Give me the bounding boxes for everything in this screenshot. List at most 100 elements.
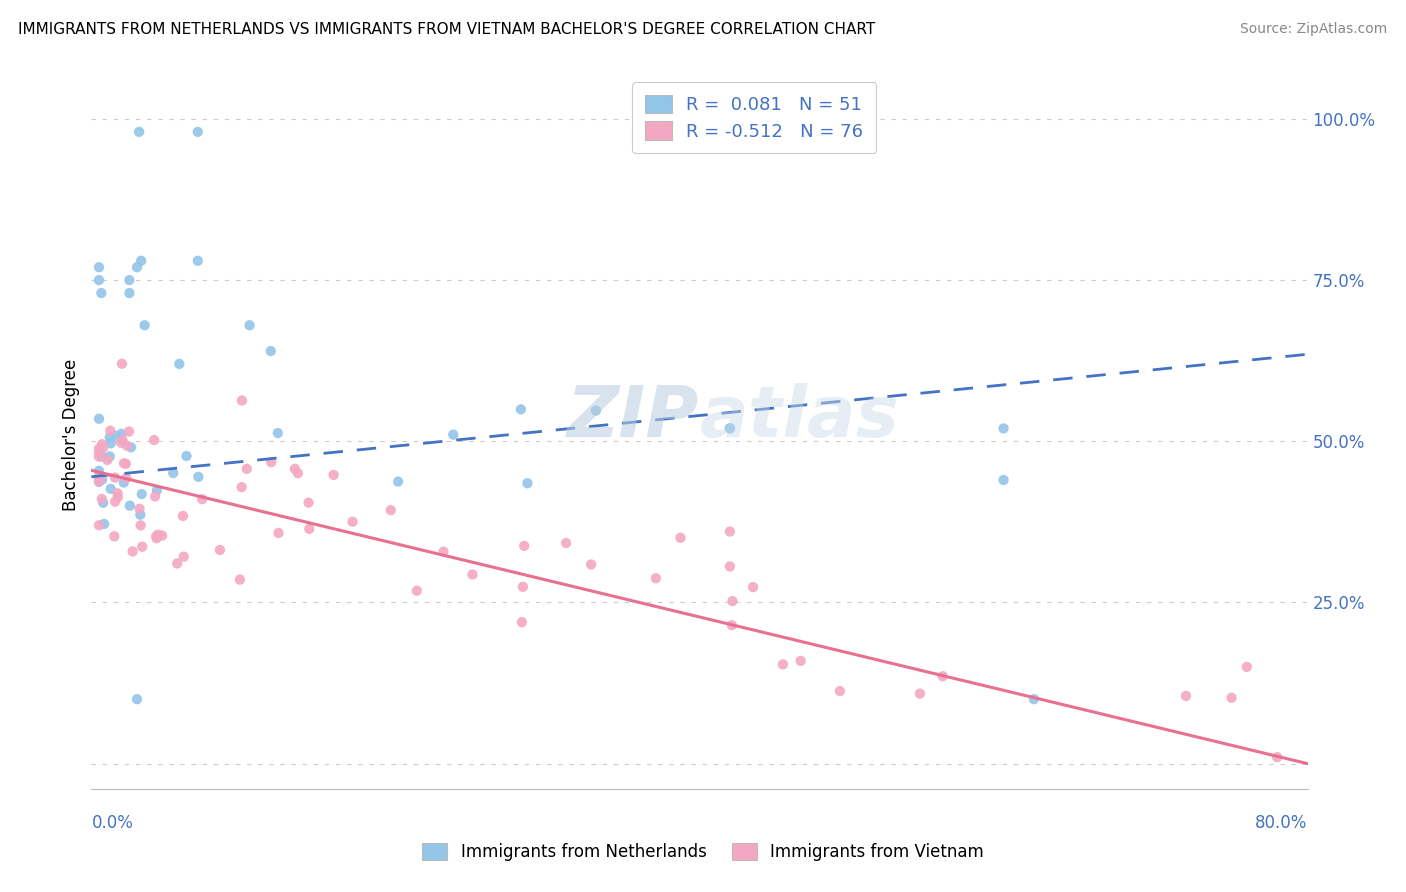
Point <box>146 527 169 541</box>
Point <box>297 495 319 509</box>
Point <box>169 357 191 371</box>
Point <box>87 442 110 456</box>
Point <box>146 483 169 498</box>
Point <box>173 549 195 564</box>
Point <box>131 487 153 501</box>
Point <box>191 492 214 507</box>
Point <box>115 439 138 453</box>
Point <box>1022 692 1045 706</box>
Point <box>129 253 152 268</box>
Point <box>284 462 307 476</box>
Point <box>118 286 141 301</box>
Point <box>143 433 166 447</box>
Point <box>187 470 209 484</box>
Point <box>1174 689 1197 703</box>
Point <box>172 508 194 523</box>
Point <box>87 450 110 464</box>
Point <box>512 580 534 594</box>
Point <box>644 571 666 585</box>
Point <box>91 441 114 455</box>
Point <box>91 473 114 487</box>
Point <box>231 480 253 494</box>
Point <box>96 453 118 467</box>
Point <box>87 411 110 425</box>
Point <box>87 445 110 459</box>
Point <box>1220 690 1243 705</box>
Text: 0.0%: 0.0% <box>91 814 134 831</box>
Point <box>1236 660 1258 674</box>
Point <box>231 393 253 408</box>
Point <box>87 475 110 489</box>
Point <box>509 402 531 417</box>
Point <box>908 687 931 701</box>
Point <box>229 573 252 587</box>
Point <box>98 430 121 444</box>
Point <box>208 542 231 557</box>
Point <box>112 456 135 470</box>
Point <box>166 557 188 571</box>
Point <box>579 558 602 572</box>
Point <box>555 536 578 550</box>
Point <box>112 475 135 490</box>
Point <box>107 486 129 500</box>
Point <box>98 450 121 464</box>
Point <box>267 525 290 540</box>
Point <box>110 426 132 441</box>
Legend: Immigrants from Netherlands, Immigrants from Vietnam: Immigrants from Netherlands, Immigrants … <box>416 836 990 868</box>
Point <box>104 494 127 508</box>
Point <box>118 273 141 287</box>
Point <box>98 424 121 438</box>
Point <box>718 559 741 574</box>
Point <box>104 470 127 484</box>
Point <box>87 470 110 484</box>
Point <box>111 433 134 447</box>
Point <box>143 489 166 503</box>
Point <box>104 428 127 442</box>
Point <box>103 529 125 543</box>
Point <box>993 421 1015 435</box>
Point <box>107 490 129 504</box>
Point <box>100 436 122 450</box>
Point <box>322 467 344 482</box>
Text: 80.0%: 80.0% <box>1256 814 1308 831</box>
Point <box>236 462 259 476</box>
Point <box>260 344 283 359</box>
Point <box>90 286 112 301</box>
Point <box>114 457 136 471</box>
Point <box>441 427 464 442</box>
Point <box>585 403 607 417</box>
Point <box>387 475 409 489</box>
Point <box>87 518 110 533</box>
Text: atlas: atlas <box>699 383 900 451</box>
Point <box>298 522 321 536</box>
Text: IMMIGRANTS FROM NETHERLANDS VS IMMIGRANTS FROM VIETNAM BACHELOR'S DEGREE CORRELA: IMMIGRANTS FROM NETHERLANDS VS IMMIGRANT… <box>18 22 876 37</box>
Point <box>260 455 283 469</box>
Point <box>91 450 114 464</box>
Point <box>287 467 309 481</box>
Point <box>111 357 134 371</box>
Point <box>1265 750 1288 764</box>
Point <box>93 516 115 531</box>
Point <box>89 470 111 484</box>
Point <box>131 540 153 554</box>
Point <box>342 515 364 529</box>
Point <box>87 475 110 489</box>
Point <box>121 544 143 558</box>
Point <box>129 518 152 533</box>
Point <box>187 253 209 268</box>
Point <box>87 273 110 287</box>
Point <box>125 260 148 275</box>
Point <box>405 583 427 598</box>
Point <box>828 684 851 698</box>
Point <box>380 503 402 517</box>
Point <box>742 580 765 594</box>
Point <box>110 435 132 450</box>
Point <box>118 425 141 439</box>
Point <box>91 496 114 510</box>
Point <box>118 499 141 513</box>
Point <box>513 539 536 553</box>
Point <box>162 466 184 480</box>
Point <box>510 615 533 630</box>
Point <box>134 318 156 333</box>
Point <box>669 531 692 545</box>
